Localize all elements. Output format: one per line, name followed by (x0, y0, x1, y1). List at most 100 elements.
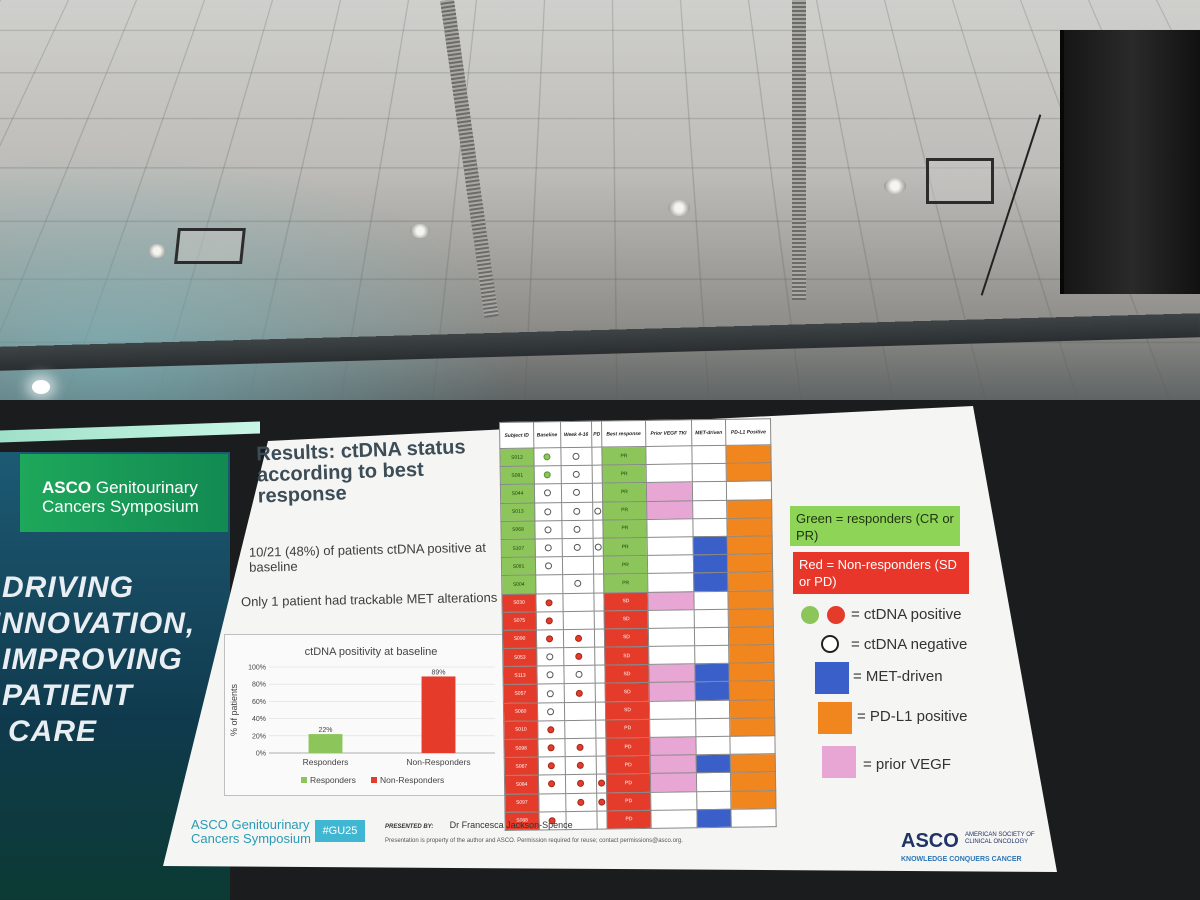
subject-id-cell: S060 (503, 702, 538, 722)
banner-brand: ASCO Genitourinary Cancers Symposium (42, 478, 222, 516)
pd-cell (595, 719, 606, 739)
pdl1-cell (728, 590, 774, 610)
met-driven-cell (694, 663, 730, 683)
ctdna-positive-dot-icon (575, 634, 583, 642)
met-driven-cell (695, 754, 731, 774)
ctdna-negative-circle-icon (544, 526, 552, 534)
ceiling-light (668, 200, 690, 216)
footer-brand-name: ASCO Genitourinary (191, 817, 310, 832)
pd-cell (592, 519, 604, 539)
banner-slogan: DRIVING INNOVATION, IMPROVING PATIENT CA… (0, 570, 232, 750)
week-cell (563, 647, 595, 666)
ctdna-negative-circle-icon (545, 544, 553, 552)
legend-dot-red-icon (827, 606, 845, 624)
ceiling-panel (174, 228, 246, 264)
week-cell (562, 592, 595, 612)
pdl1-cell (729, 681, 775, 700)
pd-cell (594, 610, 605, 630)
slide-bullet: 10/21 (48%) of patients ctDNA positive a… (248, 539, 486, 575)
met-driven-cell (691, 463, 727, 483)
pd-cell (591, 447, 603, 466)
ctdna-positive-dot-icon (576, 689, 584, 697)
chart-svg: ctDNA positivity at baseline % of patient… (229, 646, 495, 785)
best-response-cell: PD (605, 737, 651, 757)
met-driven-cell (695, 699, 731, 719)
best-response-cell: PR (602, 482, 647, 502)
prior-vegf-cell (650, 754, 697, 774)
baseline-cell (534, 502, 562, 521)
baseline-cell (535, 538, 563, 558)
pd-cell (592, 483, 603, 502)
legend-circle-empty-icon (821, 635, 839, 653)
ctdna-negative-circle-icon (574, 580, 582, 588)
pd-cell (592, 465, 603, 484)
ctdna-negative-circle-icon (573, 471, 581, 479)
prior-vegf-cell (648, 609, 695, 629)
subject-id-cell: S057 (503, 684, 538, 704)
ctdna-positive-dot-icon (577, 780, 585, 788)
ctdna-negative-circle-icon (544, 489, 552, 497)
ceiling-light (148, 244, 166, 258)
prior-vegf-cell (645, 463, 693, 483)
best-response-cell: PR (602, 464, 647, 484)
pd-cell (596, 774, 607, 793)
chart-category-label: Responders (303, 757, 349, 767)
baseline-cell (537, 738, 565, 758)
pdl1-cell (730, 717, 775, 737)
footer-notice: Presentation is property of the author a… (385, 838, 683, 844)
met-driven-cell (696, 772, 732, 792)
subject-id-cell: S107 (501, 538, 536, 558)
met-driven-cell (692, 518, 728, 537)
ctdna-positive-dot-icon (576, 743, 584, 752)
baseline-cell (537, 720, 565, 739)
pd-cell (593, 537, 604, 557)
ctdna-negative-circle-icon (573, 507, 581, 515)
baseline-cell (534, 520, 562, 539)
week-cell (563, 629, 595, 648)
pdl1-cell (729, 662, 775, 682)
week-cell (564, 701, 596, 721)
prior-vegf-cell (647, 573, 694, 592)
subject-id-cell: S010 (503, 720, 538, 740)
subject-id-cell: S067 (504, 757, 539, 776)
week-cell (564, 738, 597, 757)
pdl1-cell (728, 572, 773, 591)
pd-cell (594, 665, 606, 684)
pdl1-cell (727, 553, 773, 573)
legend-met-swatch (815, 662, 849, 694)
pdl1-cell (727, 517, 773, 537)
pdl1-cell (728, 626, 774, 646)
pdl1-cell (731, 808, 777, 828)
best-response-cell: PR (603, 537, 648, 557)
pdl1-cell (726, 444, 772, 464)
week-cell (561, 538, 594, 557)
pdl1-cell (730, 735, 776, 755)
subject-id-cell: S012 (499, 448, 535, 467)
prior-vegf-cell (646, 518, 693, 538)
week-cell (560, 465, 593, 485)
chart-ytick-label: 80% (252, 682, 266, 689)
banner-line: DRIVING (2, 571, 135, 604)
table-header-row: Subject ID Baseline Week 4-16 PD Best respon… (499, 418, 771, 449)
met-driven-cell (695, 736, 731, 755)
best-response-cell: SD (603, 591, 649, 611)
best-response-cell: SD (604, 664, 650, 684)
baseline-cell (536, 647, 564, 667)
asco-logo-text: ASCO (901, 830, 959, 852)
met-driven-cell (693, 609, 729, 628)
best-response-cell: PD (605, 719, 650, 739)
pdl1-cell (730, 772, 776, 791)
best-response-cell: PR (603, 573, 648, 593)
chart-ylabel: % of patients (229, 683, 239, 736)
presented-by-label: PRESENTED BY: (385, 824, 434, 830)
prior-vegf-cell (646, 536, 694, 556)
met-driven-cell (693, 590, 729, 610)
table-header-cell: Baseline (533, 421, 561, 449)
banner-brand-bold: ASCO (42, 478, 92, 497)
pd-cell (594, 647, 605, 666)
met-driven-cell (696, 809, 732, 828)
prior-vegf-cell (650, 773, 697, 792)
banner-line: PATIENT (2, 679, 133, 712)
met-driven-cell (692, 481, 727, 501)
week-cell (561, 501, 593, 521)
